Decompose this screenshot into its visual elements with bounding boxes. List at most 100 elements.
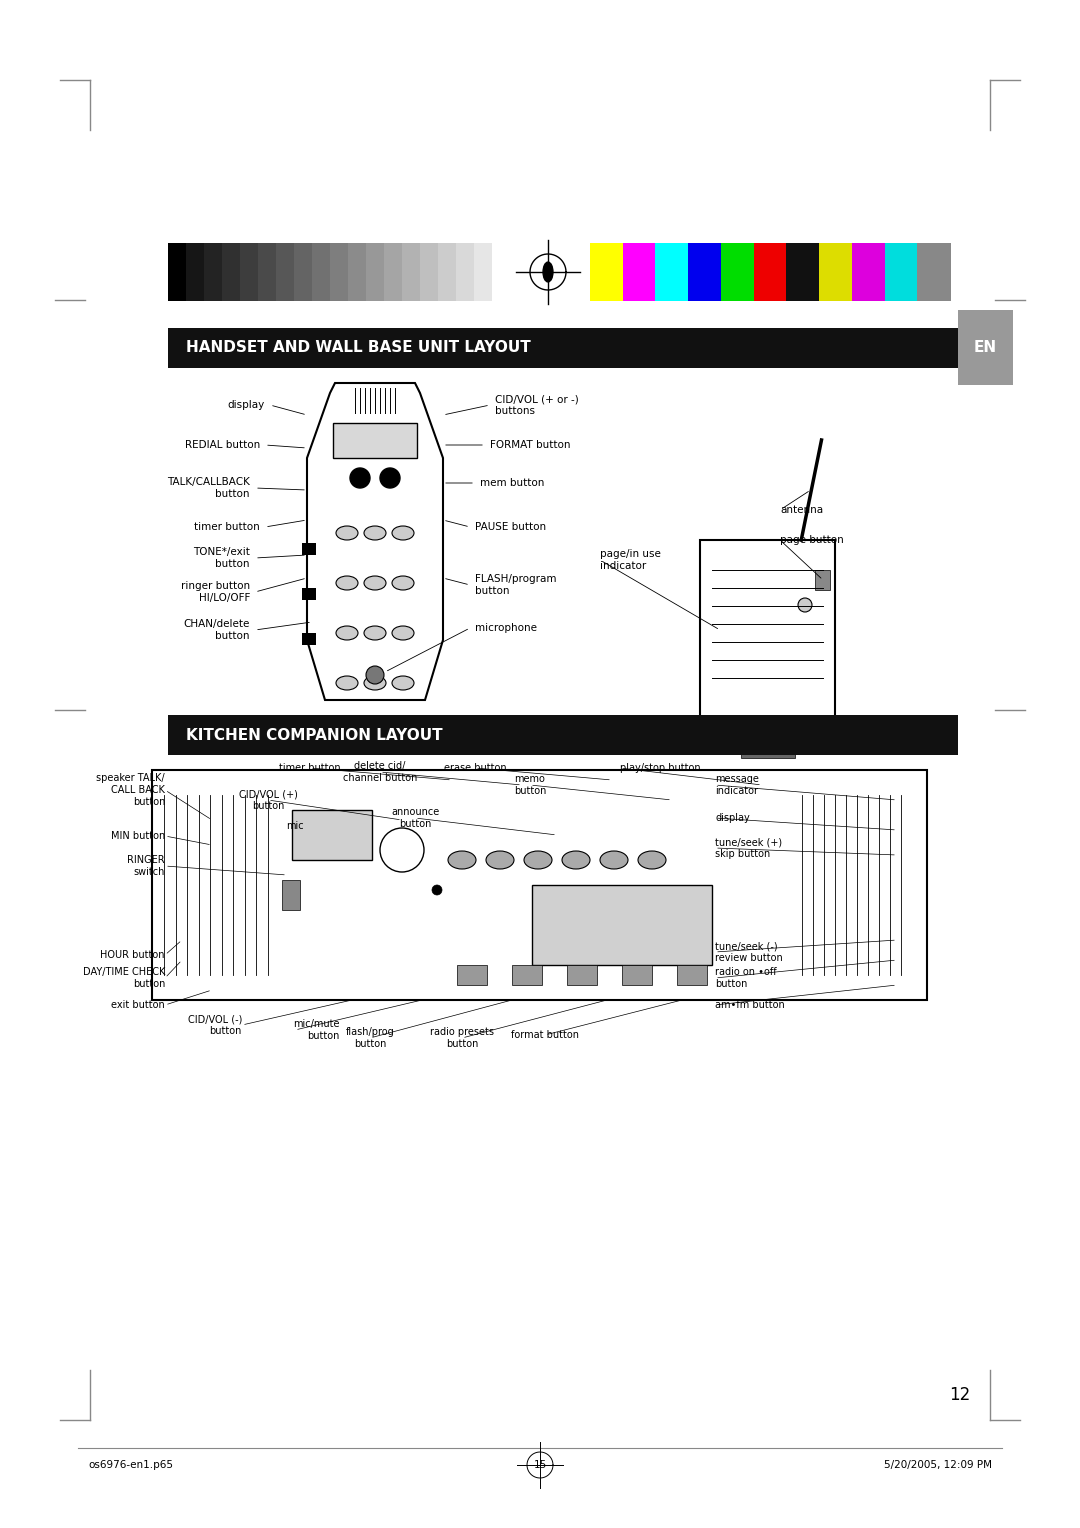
Ellipse shape — [364, 576, 386, 590]
Text: mic/mute
button: mic/mute button — [294, 1019, 340, 1041]
Bar — [456, 243, 474, 301]
Bar — [754, 243, 787, 301]
Bar — [168, 243, 187, 301]
Bar — [474, 243, 492, 301]
Ellipse shape — [600, 851, 627, 869]
Bar — [282, 880, 300, 911]
Text: KITCHEN COMPANION LAYOUT: KITCHEN COMPANION LAYOUT — [186, 727, 443, 743]
Ellipse shape — [336, 526, 357, 539]
Text: TONE*/exit
button: TONE*/exit button — [193, 547, 249, 568]
Bar — [819, 243, 852, 301]
Text: radio on •off
button: radio on •off button — [715, 967, 777, 989]
Bar — [204, 243, 222, 301]
Bar — [656, 243, 689, 301]
Ellipse shape — [562, 851, 590, 869]
Circle shape — [350, 468, 370, 487]
Bar — [885, 243, 918, 301]
Ellipse shape — [336, 675, 357, 691]
Text: 12: 12 — [948, 1386, 970, 1404]
Ellipse shape — [448, 851, 476, 869]
Text: memo
button: memo button — [514, 775, 546, 796]
Text: CID/VOL (+ or -)
buttons: CID/VOL (+ or -) buttons — [495, 394, 579, 416]
Bar — [567, 966, 597, 986]
Text: display: display — [228, 400, 265, 410]
Bar — [512, 966, 542, 986]
Bar — [958, 310, 1013, 385]
Text: TALK/CALLBACK
button: TALK/CALLBACK button — [167, 477, 249, 498]
Ellipse shape — [486, 851, 514, 869]
Bar — [168, 329, 958, 368]
Bar — [623, 243, 656, 301]
Text: HOUR button: HOUR button — [100, 950, 165, 960]
Text: tune/seek (-)
review button: tune/seek (-) review button — [715, 941, 783, 963]
Ellipse shape — [392, 626, 414, 640]
Polygon shape — [307, 384, 443, 700]
Text: REDIAL button: REDIAL button — [185, 440, 260, 451]
Ellipse shape — [392, 526, 414, 539]
Text: am•fm button: am•fm button — [715, 999, 785, 1010]
Bar — [402, 243, 420, 301]
Ellipse shape — [336, 576, 357, 590]
Bar — [457, 966, 487, 986]
Ellipse shape — [392, 675, 414, 691]
Bar — [622, 966, 652, 986]
Text: format button: format button — [511, 1030, 579, 1041]
Text: antenna: antenna — [780, 504, 823, 515]
Bar — [302, 633, 316, 645]
Text: microphone: microphone — [475, 623, 537, 633]
Bar — [168, 715, 958, 755]
Text: CID/VOL (-)
button: CID/VOL (-) button — [188, 1015, 242, 1036]
Text: PAUSE button: PAUSE button — [475, 523, 546, 532]
Bar — [366, 243, 384, 301]
Bar — [677, 966, 707, 986]
Bar — [330, 243, 349, 301]
Text: radio presets
button: radio presets button — [430, 1027, 494, 1048]
Bar — [384, 243, 403, 301]
Bar — [302, 588, 316, 601]
Bar — [492, 243, 511, 301]
Bar — [852, 243, 885, 301]
Ellipse shape — [336, 626, 357, 640]
Bar — [438, 243, 457, 301]
Bar — [917, 243, 950, 301]
Bar — [152, 770, 927, 999]
Bar — [741, 740, 795, 758]
Text: play/stop button: play/stop button — [620, 762, 701, 773]
Text: page/in use
indicator: page/in use indicator — [600, 549, 661, 571]
Bar — [222, 243, 241, 301]
Text: announce
button: announce button — [391, 807, 440, 828]
Text: FORMAT button: FORMAT button — [490, 440, 570, 451]
Text: page button: page button — [780, 535, 843, 545]
Bar — [333, 423, 417, 458]
Text: CHAN/delete
button: CHAN/delete button — [184, 619, 249, 640]
Text: display: display — [715, 813, 750, 824]
Text: mem button: mem button — [480, 478, 544, 487]
Circle shape — [366, 666, 384, 685]
Text: erase button: erase button — [444, 762, 507, 773]
Bar — [258, 243, 276, 301]
Text: delete cid/
channel button: delete cid/ channel button — [342, 761, 417, 782]
Text: EN: EN — [973, 339, 997, 354]
Bar — [294, 243, 312, 301]
Bar — [348, 243, 366, 301]
Text: FLASH/program
button: FLASH/program button — [475, 575, 556, 596]
Text: flash/prog
button: flash/prog button — [346, 1027, 394, 1048]
Bar — [186, 243, 204, 301]
Text: 5/20/2005, 12:09 PM: 5/20/2005, 12:09 PM — [885, 1459, 993, 1470]
Ellipse shape — [524, 851, 552, 869]
Text: RINGER
switch: RINGER switch — [127, 856, 165, 877]
Circle shape — [798, 597, 812, 613]
Ellipse shape — [392, 576, 414, 590]
Bar — [688, 243, 721, 301]
Text: mic: mic — [286, 821, 303, 831]
Bar — [786, 243, 820, 301]
Bar — [420, 243, 438, 301]
Ellipse shape — [638, 851, 666, 869]
Circle shape — [380, 468, 400, 487]
Bar — [815, 570, 831, 590]
Text: 15: 15 — [534, 1459, 546, 1470]
Text: timer button: timer button — [194, 523, 260, 532]
Ellipse shape — [364, 526, 386, 539]
Text: speaker TALK/
CALL BACK
button: speaker TALK/ CALL BACK button — [96, 773, 165, 807]
Text: tune/seek (+)
skip button: tune/seek (+) skip button — [715, 837, 782, 859]
